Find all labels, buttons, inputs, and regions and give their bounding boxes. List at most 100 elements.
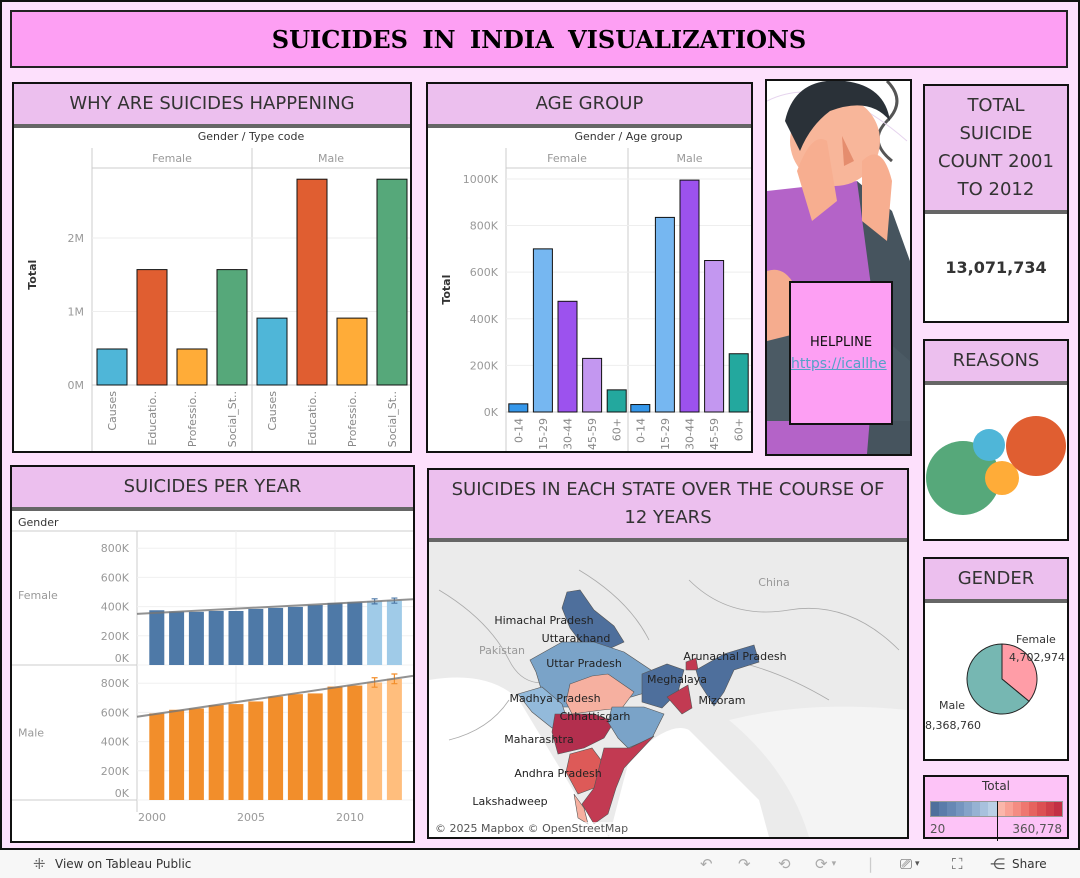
legend-swatch [1021, 802, 1030, 816]
total-count-value: 13,071,734 [945, 258, 1047, 277]
revert-icon[interactable]: ⟲ [778, 855, 791, 873]
bubble-professional [985, 461, 1019, 495]
bar-female-2 [176, 348, 208, 386]
legend-swatch [1029, 802, 1038, 816]
x-tick-label: 0-14 [512, 418, 525, 443]
pie-label: Male [939, 699, 965, 712]
refresh-icon[interactable]: ⟳ ▾ [815, 855, 837, 873]
per-year-chart[interactable]: Gender 2000 2005 2010 Female 0K 200K 400K 600K 80… [12, 467, 413, 841]
pie-slice-male [966, 643, 1030, 715]
chart-title: Gender / Type code [198, 130, 305, 143]
map-attribution[interactable]: © 2025 Mapbox © OpenStreetMap [433, 822, 631, 835]
legend-min: 20 [930, 822, 946, 836]
fullscreen-icon[interactable]: ⛶ [952, 855, 963, 873]
x-tick-label: 30-44 [562, 418, 575, 450]
bar-male-2007 [268, 696, 284, 800]
bar-male-2006 [248, 701, 264, 800]
view-on-tableau-link[interactable]: View on Tableau Public [55, 857, 192, 871]
bar-male-3 [704, 260, 725, 413]
bar-female-4 [606, 389, 627, 413]
y-tick-label: 0K [484, 406, 499, 419]
y-tick-label: 800K [470, 220, 499, 233]
x-tick-label: Social_St.. [386, 391, 399, 447]
pie-slice-female [1001, 643, 1038, 702]
bar-male-2 [679, 179, 700, 413]
per-year-panel: SUICIDES PER YEAR Gender 2000 2005 2010 Fema… [10, 465, 415, 843]
y-tick-label: 0K [115, 787, 130, 800]
bubble-causes [973, 429, 1005, 461]
bar-male-2010 [327, 686, 343, 800]
bar-female-2007 [268, 607, 284, 665]
x-tick-label: 2010 [336, 811, 364, 824]
reasons-bubble-chart[interactable] [925, 341, 1067, 539]
country-label: China [758, 576, 789, 589]
legend-swatch [931, 802, 940, 816]
bar-female-2010 [327, 602, 343, 665]
undo-icon[interactable]: ↶ [700, 855, 713, 873]
state-label: Mizoram [698, 694, 745, 707]
legend-swatch [955, 802, 964, 816]
share-button[interactable]: Share [1012, 857, 1047, 871]
panel-header: REASONS [925, 341, 1067, 385]
bar-male-2005 [228, 704, 244, 800]
bubble-social_status [926, 441, 1000, 515]
x-tick-label: 60+ [733, 418, 746, 441]
y-tick-label: 0M [68, 379, 85, 392]
pie-label: Female [1016, 633, 1056, 646]
bar-male-2 [336, 317, 368, 386]
india-state-map[interactable]: Himachal Pradesh Uttarakhand Uttar Pradesh… [429, 470, 907, 837]
x-tick-label: Professio.. [346, 391, 359, 447]
panel-header: GENDER [925, 559, 1067, 603]
bar-male-2012 [367, 682, 383, 800]
gender-pie-chart[interactable]: Female 4,702,974 Male 8,368,760 [925, 559, 1067, 759]
row-label: Female [18, 589, 58, 602]
pane-header: Male [676, 152, 702, 165]
panel-header: TOTAL SUICIDE COUNT 2001 TO 2012 [925, 86, 1067, 214]
bar-male-2008 [287, 694, 303, 800]
helpline-link[interactable]: https://icallhe [791, 355, 887, 372]
y-tick-label: 2M [68, 232, 85, 245]
state-label: Meghalaya [647, 673, 707, 686]
bar-female-2008 [287, 606, 303, 665]
legend-swatch [963, 802, 972, 816]
y-tick-label: 400K [101, 736, 130, 749]
legend-title: Total [981, 779, 1011, 793]
bar-female-2003 [188, 611, 204, 665]
bar-male-2009 [307, 693, 323, 800]
x-tick-label: Educatio.. [146, 391, 159, 446]
country-border [448, 699, 510, 741]
legend-swatch [939, 802, 948, 816]
bar-female-2004 [208, 610, 224, 665]
x-tick-label: 2005 [237, 811, 265, 824]
age-group-panel: AGE GROUP Gender / Age group Total Female M… [426, 82, 753, 453]
illustration-panel: HELPLINE https://icallhe [765, 79, 912, 456]
pie-value: 4,702,974 [1009, 651, 1065, 664]
bar-male-0 [256, 317, 288, 386]
reasons-bar-chart[interactable]: Gender / Type code Total Female Male 0M 1M 2M C… [14, 84, 410, 451]
bar-female-2001 [149, 610, 165, 665]
x-tick-label: 60+ [611, 418, 624, 441]
y-tick-label: 600K [101, 706, 130, 719]
y-tick-label: 200K [470, 359, 499, 372]
x-tick-label: 15-29 [659, 418, 672, 450]
x-tick-label: Causes [266, 391, 279, 431]
legend-swatch [988, 802, 997, 816]
y-tick-label: 600K [470, 266, 499, 279]
pane-header: Male [318, 152, 344, 165]
total-count-panel: TOTAL SUICIDE COUNT 2001 TO 2012 13,071,… [923, 84, 1069, 323]
arabian-sea [429, 677, 609, 837]
bar-male-2003 [188, 708, 204, 800]
redo-icon[interactable]: ↷ [738, 855, 751, 873]
state-maharashtra [551, 713, 615, 755]
bar-female-2013 [386, 600, 402, 665]
y-tick-label: 600K [101, 571, 130, 584]
share-icon[interactable]: ⋲ [990, 855, 1005, 873]
y-tick-label: 1000K [463, 173, 499, 186]
age-group-chart[interactable]: Gender / Age group Total Female Male 0K 200K 4… [428, 84, 751, 451]
y-tick-label: 1M [68, 306, 85, 319]
x-tick-label: 15-29 [537, 418, 550, 450]
bar-female-2012 [367, 601, 383, 665]
state-andhra-tamil-nadu [581, 735, 655, 825]
panel-header: WHY ARE SUICIDES HAPPENING [14, 84, 410, 128]
download-icon[interactable]: ⎚ ▾ [900, 855, 920, 873]
